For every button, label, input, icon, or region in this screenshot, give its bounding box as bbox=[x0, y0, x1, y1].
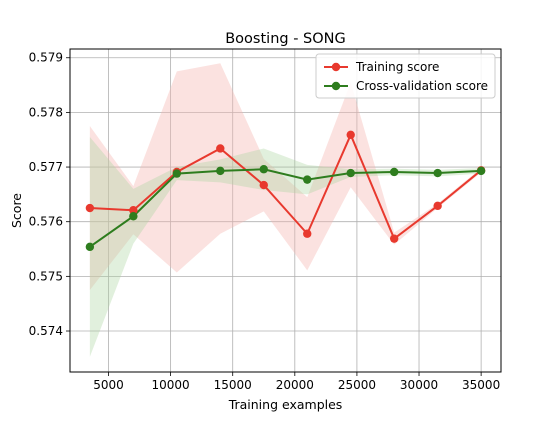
x-tick-label: 20000 bbox=[276, 378, 314, 392]
y-tick-label: 0.574 bbox=[29, 324, 63, 338]
legend-label: Training score bbox=[355, 60, 439, 74]
data-point bbox=[129, 212, 138, 221]
data-point bbox=[85, 242, 95, 252]
y-tick-label: 0.575 bbox=[29, 269, 63, 283]
legend-marker bbox=[331, 81, 341, 91]
x-axis-label: Training examples bbox=[228, 397, 343, 412]
legend: Training score Cross-validation score bbox=[315, 53, 496, 99]
series-line bbox=[89, 168, 482, 248]
data-point bbox=[216, 144, 225, 153]
data-point bbox=[129, 206, 138, 215]
series-points bbox=[85, 130, 486, 252]
data-point bbox=[303, 175, 312, 184]
x-tick-label: 15000 bbox=[214, 378, 252, 392]
legend-entry: Cross-validation score bbox=[324, 79, 488, 93]
data-point bbox=[346, 168, 355, 178]
y-tick-label: 0.578 bbox=[29, 105, 63, 119]
data-point bbox=[433, 201, 442, 211]
data-point bbox=[389, 234, 399, 243]
data-point bbox=[259, 165, 268, 174]
x-tick-label: 10000 bbox=[152, 378, 190, 392]
x-tick-label: 30000 bbox=[400, 378, 438, 392]
legend-entry: Training score bbox=[324, 60, 439, 74]
x-tick-label: 25000 bbox=[338, 378, 376, 392]
x-tick-label: 35000 bbox=[462, 378, 500, 392]
legend-label: Cross-validation score bbox=[356, 79, 488, 93]
y-tick-label: 0.579 bbox=[29, 51, 63, 65]
data-point bbox=[85, 203, 95, 213]
data-point bbox=[216, 166, 225, 176]
axis-ticks: 5000 10000 15000 20000 25000 30000 35000 0.574 0… bbox=[29, 51, 501, 392]
x-tick-label: 5000 bbox=[93, 378, 124, 392]
legend-box bbox=[315, 53, 496, 99]
confidence-bands bbox=[89, 63, 482, 357]
confidence-band bbox=[89, 136, 482, 357]
y-axis-label: Score bbox=[9, 193, 24, 228]
data-point bbox=[259, 180, 268, 190]
series-lines bbox=[89, 132, 482, 248]
y-tick-label: 0.576 bbox=[29, 215, 63, 229]
legend-marker bbox=[331, 62, 341, 72]
data-point bbox=[476, 166, 486, 176]
chart-title: Boosting - SONG bbox=[225, 31, 346, 47]
data-point bbox=[172, 169, 182, 178]
plot-area-frame bbox=[69, 48, 502, 373]
data-point bbox=[433, 168, 442, 178]
data-point bbox=[303, 229, 312, 238]
confidence-band bbox=[89, 63, 482, 291]
y-tick-label: 0.577 bbox=[29, 160, 63, 174]
data-point bbox=[389, 167, 399, 177]
data-point bbox=[346, 130, 355, 140]
series-line bbox=[89, 132, 482, 241]
